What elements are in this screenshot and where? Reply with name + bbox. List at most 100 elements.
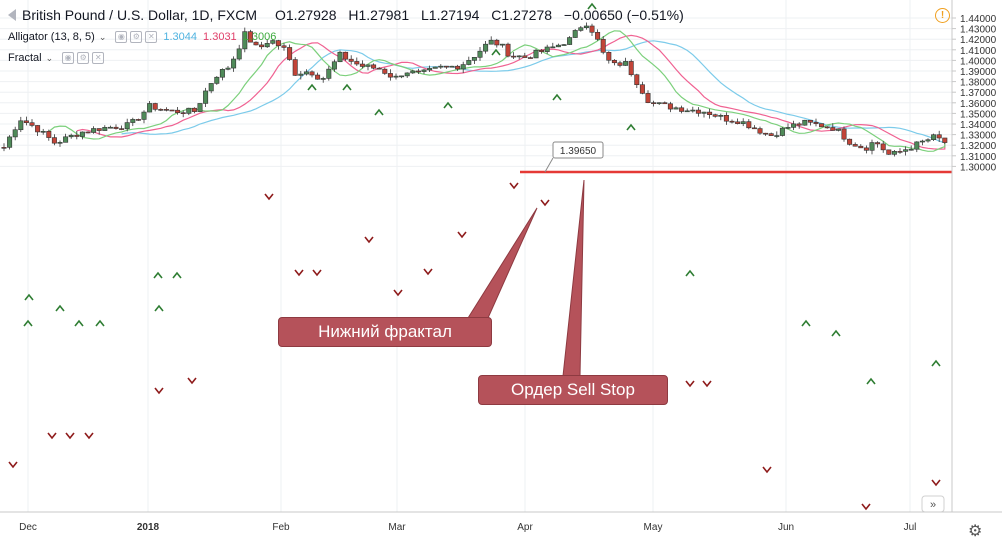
candle-body (477, 50, 483, 58)
candle-body (897, 151, 903, 153)
close-icon[interactable]: ✕ (92, 52, 105, 64)
chevron-down-icon[interactable]: ⌄ (45, 52, 54, 63)
candle-body (611, 59, 617, 64)
candle-body (830, 127, 836, 131)
y-tick-label: 1.40000 (960, 56, 997, 67)
alligator-label[interactable]: Alligator (13, 8, 5) (8, 31, 95, 43)
warning-icon[interactable]: ! (935, 8, 950, 23)
candle-body (208, 83, 214, 92)
ohlc-values: O1.27928 H1.27981 L1.27194 C1.27278 −0.0… (275, 7, 692, 23)
y-tick-label: 1.43000 (960, 25, 997, 36)
candle-body (527, 57, 533, 59)
fractal-up-marker (153, 271, 163, 279)
candle-body (18, 120, 24, 131)
candle-body (68, 134, 74, 138)
candle-body (606, 52, 612, 61)
x-tick-label: 2018 (137, 522, 160, 533)
fractal-down-marker (312, 269, 322, 277)
candle-body (292, 59, 298, 76)
lower-fractal-text: Нижний фрактал (318, 322, 452, 341)
chevron-down-icon[interactable]: ⌄ (98, 31, 107, 42)
visibility-icon[interactable]: ◉ (115, 31, 128, 43)
scroll-right-icon: » (930, 499, 936, 511)
candle-body (903, 149, 909, 152)
fractal-up-marker (443, 101, 453, 109)
fractal-up-marker (154, 304, 164, 312)
price-axis[interactable]: 1.440001.430001.420001.410001.400001.390… (951, 0, 1002, 541)
fractal-down-marker (685, 380, 695, 388)
fractal-down-marker (861, 503, 871, 511)
y-tick-label: 1.38000 (960, 78, 997, 89)
candle-body (679, 107, 685, 112)
candle-body (107, 126, 113, 129)
candle-body (645, 93, 651, 103)
candle-body (589, 25, 595, 33)
candle-body (908, 148, 914, 151)
candle-body (376, 67, 382, 70)
x-tick-label: Feb (272, 522, 290, 533)
candle-body (287, 47, 293, 60)
candle-body (701, 111, 707, 114)
candle-body (57, 142, 63, 144)
candle-body (572, 30, 578, 38)
candle-body (712, 114, 718, 117)
fractal-up-marker (685, 269, 695, 277)
candle-body (393, 75, 399, 78)
candle-body (768, 133, 774, 136)
settings-icon[interactable]: ⚙ (130, 31, 143, 43)
collapse-icon[interactable] (8, 9, 16, 21)
symbol-name: British Pound / U.S. Dollar (22, 7, 184, 23)
lower-fractal-pointer (467, 207, 538, 319)
visibility-icon[interactable]: ◉ (62, 52, 75, 64)
candle-body (707, 111, 713, 116)
candle-body (819, 123, 825, 128)
time-axis[interactable]: Dec 2018 Feb Mar Apr May Jun Jul (0, 511, 1002, 533)
candle-body (555, 44, 561, 48)
candle-body (455, 65, 461, 70)
alligator-lips-value: 1.3006 (242, 31, 277, 43)
candle-body (7, 136, 13, 148)
gear-icon[interactable]: ⚙ (968, 523, 983, 540)
candle-body (858, 145, 864, 149)
fractal-up-marker (931, 359, 941, 367)
fractal-down-marker (8, 461, 18, 469)
x-tick-label: Mar (388, 522, 406, 533)
y-tick-label: 1.36000 (960, 99, 997, 110)
candle-body (824, 126, 830, 129)
candle-body (931, 134, 937, 140)
candle-body (348, 58, 354, 62)
candle-body (51, 137, 57, 144)
candle-body (421, 69, 427, 72)
candle-body (578, 27, 584, 31)
candle-body (651, 102, 657, 104)
candle-body (869, 142, 875, 151)
candle-body (23, 120, 29, 123)
fractal-up-marker (342, 83, 352, 91)
candle-body (236, 48, 242, 60)
candle-body (264, 43, 270, 48)
candle-body (382, 68, 388, 74)
symbol-row: British Pound / U.S. Dollar, 1D, FXCM O1… (8, 7, 692, 23)
settings-icon[interactable]: ⚙ (77, 52, 90, 64)
fractal-label[interactable]: Fractal (8, 52, 42, 64)
candle-body (203, 90, 209, 104)
alligator-jaw-value: 1.3044 (163, 31, 198, 43)
fractal-down-marker (393, 289, 403, 297)
candle-body (785, 127, 791, 129)
symbol-title: British Pound / U.S. Dollar, 1D, FXCM (22, 7, 257, 23)
candle-body (96, 128, 102, 131)
candle-body (567, 37, 573, 45)
candle-body (343, 51, 349, 60)
candle-body (757, 128, 763, 134)
fractal-legend: Fractal ⌄ ◉ ⚙ ✕ (8, 52, 105, 64)
candle-body (214, 76, 220, 84)
lower-fractal-callout: Нижний фрактал (278, 317, 492, 347)
candle-body (1, 147, 7, 149)
fractal-up-marker (587, 2, 597, 10)
price-tag-leader (544, 157, 554, 173)
x-tick-label: Dec (19, 522, 37, 533)
close-icon[interactable]: ✕ (145, 31, 158, 43)
candle-body (175, 109, 181, 113)
candle-body (561, 44, 567, 46)
